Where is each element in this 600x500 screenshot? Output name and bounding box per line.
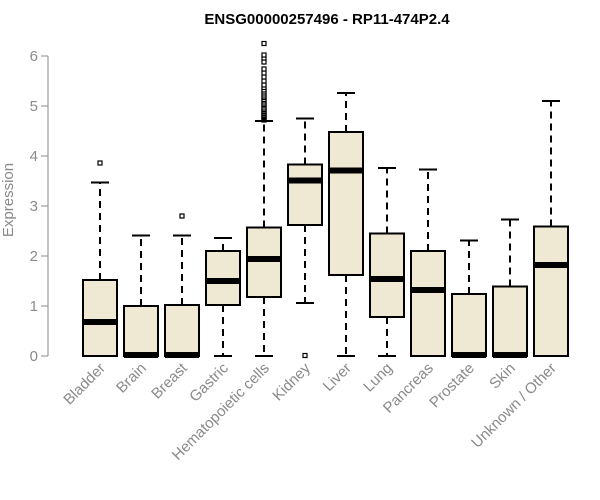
box-prostate [451,239,487,358]
x-tick-label: Bladder [60,360,109,409]
y-tick-label: 3 [30,198,38,215]
box-iqr [123,305,159,357]
box-iqr [164,304,200,357]
box-kidney [287,117,323,359]
x-tick-label: Breast [148,359,191,402]
box-iqr [533,225,569,357]
x-tick-label: Liver [320,360,355,395]
y-tick-label: 2 [30,248,38,265]
y-tick-label: 5 [30,98,38,115]
y-tick-label: 0 [30,348,38,365]
box-lung [369,167,405,357]
x-tick-label: Prostate [426,360,478,412]
box-skin [492,218,528,358]
box-iqr [369,232,405,318]
chart-title: ENSG00000257496 - RP11-474P2.4 [204,11,450,28]
y-tick-label: 6 [30,48,38,65]
box-brain [123,234,159,358]
box-hematopoietic-cells [246,40,282,357]
outlier-point [97,160,103,166]
box-iqr [287,163,323,226]
box-iqr [451,293,487,357]
box-iqr [328,131,364,276]
box-iqr [492,285,528,357]
x-tick-label: Kidney [269,359,314,404]
y-axis-title: Expression [0,163,17,237]
outlier-point [302,352,308,359]
box-iqr [246,226,282,298]
y-tick-label: 4 [30,148,38,165]
box-iqr [410,250,446,357]
box-liver [328,92,364,357]
box-gastric [205,237,241,357]
box-bladder [82,160,118,357]
x-tick-label: Skin [486,360,519,393]
outlier-point [261,66,267,72]
outlier-point [179,213,185,219]
y-axis: 0 1 2 3 4 5 6 [30,48,49,365]
box-pancreas [410,168,446,357]
boxes-group [82,40,569,359]
x-tick-label: Lung [360,360,396,396]
box-iqr [82,279,118,357]
x-tick-label: Brain [113,360,150,397]
box-unknown-other [533,100,569,357]
y-tick-label: 1 [30,298,38,315]
outlier-point [261,52,267,58]
box-breast [164,213,200,358]
outlier-point [261,40,267,47]
